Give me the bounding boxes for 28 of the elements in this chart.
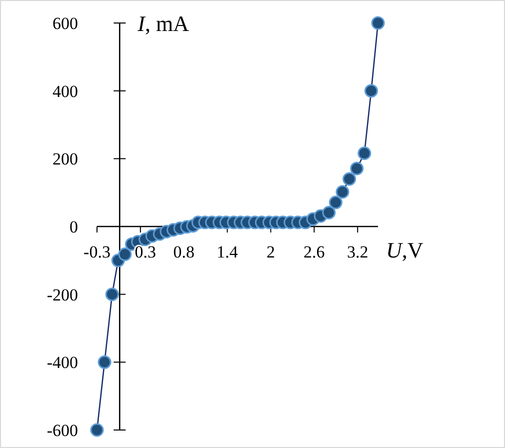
y-axis-title: I, mA bbox=[136, 11, 190, 36]
x-tick-label: 2 bbox=[266, 242, 275, 262]
point bbox=[336, 185, 350, 199]
y-tick-label: 400 bbox=[52, 82, 78, 101]
x-axis-title: U,V bbox=[386, 238, 424, 262]
point bbox=[350, 162, 364, 176]
point bbox=[105, 288, 119, 302]
x-tick-label: 3.2 bbox=[346, 242, 368, 262]
y-tick-label: -600 bbox=[46, 421, 78, 440]
point bbox=[328, 196, 342, 210]
y-tick-label: 0 bbox=[70, 218, 78, 236]
point bbox=[364, 84, 378, 98]
x-tick-label: 0.3 bbox=[134, 242, 156, 262]
point bbox=[98, 355, 112, 369]
point bbox=[118, 248, 132, 262]
y-tick-label: -200 bbox=[46, 285, 78, 304]
point bbox=[322, 206, 336, 220]
point bbox=[371, 16, 385, 30]
point bbox=[358, 146, 372, 160]
x-tick-label: 1.4 bbox=[216, 242, 238, 262]
point bbox=[90, 423, 104, 437]
point bbox=[342, 172, 356, 186]
y-tick-label: -400 bbox=[46, 353, 78, 372]
x-tick-label: 0.8 bbox=[173, 242, 194, 262]
x-tick-label: 2.6 bbox=[304, 242, 325, 262]
y-tick-label: 200 bbox=[52, 150, 78, 169]
x-tick-label: -0.3 bbox=[84, 242, 110, 262]
y-tick-label: 600 bbox=[52, 14, 78, 33]
